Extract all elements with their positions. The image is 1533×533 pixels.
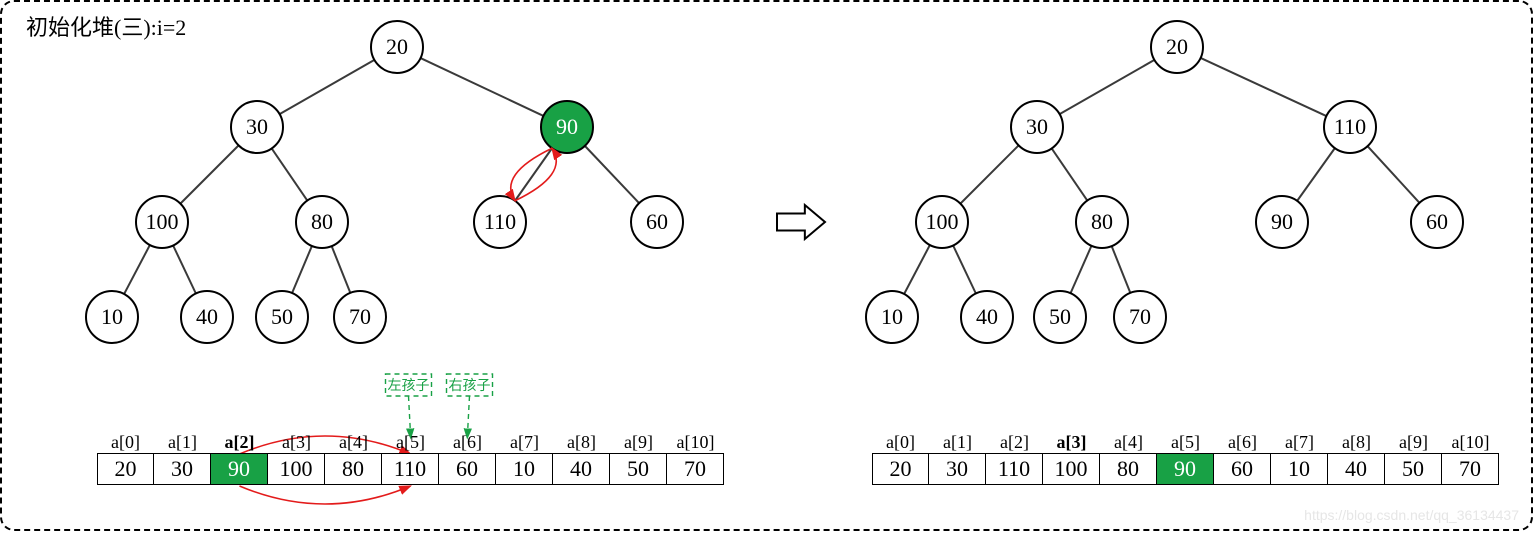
left-array-header: a[1]: [154, 432, 211, 453]
left-tree-node-label: 90: [556, 114, 578, 139]
right-array-cell: 40: [1328, 453, 1385, 485]
right-array-cell: 20: [872, 453, 929, 485]
left-tree-edge: [585, 146, 639, 203]
diagram-frame: 初始化堆(三):i=2 2030901008011060104050702030…: [0, 0, 1533, 531]
right-array-cell: 100: [1043, 453, 1100, 485]
right-array-header: a[9]: [1385, 432, 1442, 453]
left-tree-node-label: 50: [271, 304, 293, 329]
right-tree-edge: [953, 245, 976, 293]
right-array-cell: 70: [1442, 453, 1499, 485]
array-swap-arrow: [240, 486, 411, 504]
left-tree-node-label: 60: [646, 209, 668, 234]
left-child-arrow: [409, 396, 411, 434]
left-array-header: a[9]: [610, 432, 667, 453]
right-tree-edge: [1201, 58, 1327, 116]
right-tree-node-label: 50: [1049, 304, 1071, 329]
right-array-cell: 90: [1157, 453, 1214, 485]
left-tree-node-label: 10: [101, 304, 123, 329]
left-array-header: a[7]: [496, 432, 553, 453]
right-array-header: a[6]: [1214, 432, 1271, 453]
left-tree-node-label: 30: [246, 114, 268, 139]
left-array-cell: 80: [325, 453, 382, 485]
right-tree-edge: [1071, 246, 1092, 293]
left-tree-edge: [124, 245, 150, 294]
right-array-cell: 80: [1100, 453, 1157, 485]
left-tree-edge: [272, 148, 308, 200]
left-tree-node-label: 100: [146, 209, 179, 234]
left-array-header: a[3]: [268, 432, 325, 453]
left-tree-node-label: 80: [311, 209, 333, 234]
right-tree-node-label: 20: [1166, 34, 1188, 59]
left-tree-node-label: 20: [386, 34, 408, 59]
right-tree-node-label: 110: [1334, 114, 1366, 139]
right-array-cell: 30: [929, 453, 986, 485]
left-array-header: a[10]: [667, 432, 724, 453]
left-array-header: a[0]: [97, 432, 154, 453]
right-array-header: a[7]: [1271, 432, 1328, 453]
left-tree-edge: [280, 60, 375, 114]
right-tree-edge: [1297, 148, 1335, 201]
left-array-cell: 100: [268, 453, 325, 485]
left-array-cell: 10: [496, 453, 553, 485]
right-array-cell: 60: [1214, 453, 1271, 485]
left-tree-edge: [180, 145, 238, 203]
right-array-header: a[5]: [1157, 432, 1214, 453]
left-tree-edge: [292, 246, 312, 293]
left-array-header: a[6]: [439, 432, 496, 453]
left-tree-node-label: 40: [196, 304, 218, 329]
right-tree-edge: [1052, 148, 1088, 200]
right-array-header: a[0]: [872, 432, 929, 453]
left-tree-node-label: 70: [349, 304, 371, 329]
right-tree-node-label: 90: [1271, 209, 1293, 234]
right-array-header: a[3]: [1043, 432, 1100, 453]
transition-arrow-icon: [777, 205, 825, 239]
left-tree-edge: [421, 58, 544, 116]
left-array-cell: 70: [667, 453, 724, 485]
left-array-cell: 90: [211, 453, 268, 485]
left-array-cell: 30: [154, 453, 211, 485]
right-array-header: a[10]: [1442, 432, 1499, 453]
right-tree-edge: [1112, 246, 1131, 293]
left-array-header: a[8]: [553, 432, 610, 453]
left-tree-node-label: 110: [484, 209, 516, 234]
right-array-header: a[2]: [986, 432, 1043, 453]
left-array-cell: 50: [610, 453, 667, 485]
right-tree-node-label: 40: [976, 304, 998, 329]
right-array-cell: 110: [986, 453, 1043, 485]
left-array-header: a[2]: [211, 432, 268, 453]
right-array-header: a[1]: [929, 432, 986, 453]
right-tree-edge: [904, 245, 930, 294]
right-tree-node-label: 70: [1129, 304, 1151, 329]
right-tree-node-label: 80: [1091, 209, 1113, 234]
right-array-cell: 10: [1271, 453, 1328, 485]
right-array-header: a[8]: [1328, 432, 1385, 453]
right-array: a[0]a[1]a[2]a[3]a[4]a[5]a[6]a[7]a[8]a[9]…: [872, 432, 1499, 485]
right-tree-edge: [1060, 60, 1155, 114]
left-array-cell: 60: [439, 453, 496, 485]
left-array-cell: 110: [382, 453, 439, 485]
left-tree-edge: [173, 245, 196, 293]
right-tree-node-label: 60: [1426, 209, 1448, 234]
right-array-header: a[4]: [1100, 432, 1157, 453]
right-tree-node-label: 10: [881, 304, 903, 329]
right-child-box-label: 右孩子: [449, 378, 491, 394]
left-tree-edge: [515, 148, 552, 201]
left-child-box-label: 左孩子: [388, 378, 430, 394]
left-array-cell: 20: [97, 453, 154, 485]
left-array-header: a[5]: [382, 432, 439, 453]
right-tree-node-label: 30: [1026, 114, 1048, 139]
right-tree-edge: [960, 145, 1018, 203]
right-child-arrow: [468, 396, 470, 434]
left-tree-edge: [332, 246, 351, 293]
left-array-header: a[4]: [325, 432, 382, 453]
right-array-cell: 50: [1385, 453, 1442, 485]
left-array: a[0]a[1]a[2]a[3]a[4]a[5]a[6]a[7]a[8]a[9]…: [97, 432, 724, 485]
right-tree-edge: [1368, 146, 1420, 203]
left-array-cell: 40: [553, 453, 610, 485]
right-tree-node-label: 100: [926, 209, 959, 234]
